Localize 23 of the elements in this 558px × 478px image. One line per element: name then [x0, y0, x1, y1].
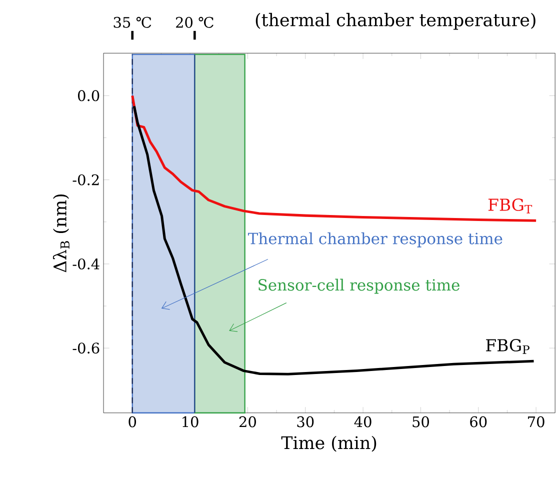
y-tick-label: -0.6 — [72, 342, 100, 354]
x-tick-label: 0 — [128, 416, 136, 428]
x-tick-label: 60 — [470, 416, 487, 428]
series-label: FBG$_{T}$ — [488, 198, 532, 214]
y-tick-label: -0.2 — [72, 174, 99, 186]
x-tick-label: 30 — [297, 416, 314, 428]
ref-line-label: 20 ℃ — [176, 17, 214, 28]
line-series — [132, 105, 536, 376]
x-axis-title: Time (min) — [281, 436, 376, 452]
x-tick-label: 70 — [528, 416, 544, 428]
x-tick-label: 40 — [354, 416, 372, 428]
y-axis-title: Δλ$_{B}$ (nm) — [52, 194, 70, 272]
series-label: FBG$_{P}$ — [486, 339, 530, 354]
ref-line-label: 35 ℃ — [114, 17, 152, 28]
y-tick-label: -0.4 — [72, 258, 100, 270]
text: (thermal chamber temperature) — [256, 13, 536, 30]
y-tick-label: 0.0 — [78, 90, 100, 102]
x-tick-label: 10 — [182, 416, 198, 428]
x-tick-label: 20 — [239, 416, 256, 428]
line-series — [131, 94, 538, 222]
annotation: Thermal chamber response time — [248, 232, 502, 248]
annotation: Sensor-cell response time — [258, 278, 460, 294]
x-tick-label: 50 — [412, 416, 429, 428]
